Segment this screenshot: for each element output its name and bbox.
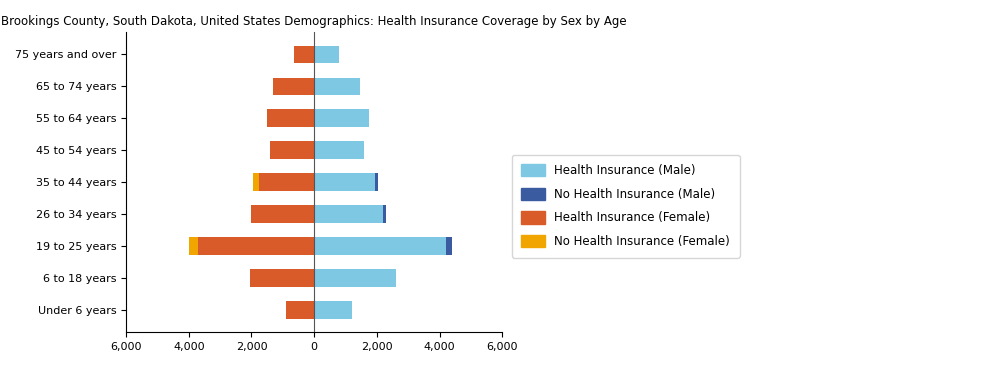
Bar xyxy=(286,301,314,319)
Bar xyxy=(259,173,314,191)
Bar xyxy=(267,109,314,127)
Bar xyxy=(250,269,314,287)
Bar xyxy=(251,205,314,223)
Bar xyxy=(383,205,386,223)
Bar xyxy=(314,109,369,127)
Bar xyxy=(253,173,259,191)
Bar xyxy=(314,173,375,191)
Title: Brookings County, South Dakota, United States Demographics: Health Insurance Cov: Brookings County, South Dakota, United S… xyxy=(1,15,627,28)
Bar xyxy=(446,237,452,255)
Bar xyxy=(314,141,364,159)
Bar xyxy=(274,77,314,95)
Bar xyxy=(314,205,383,223)
Bar xyxy=(294,46,314,63)
Bar xyxy=(314,301,352,319)
Bar xyxy=(198,237,314,255)
Bar xyxy=(375,173,378,191)
Bar xyxy=(270,141,314,159)
Bar xyxy=(314,237,446,255)
Bar xyxy=(314,269,396,287)
Bar xyxy=(189,237,198,255)
Bar xyxy=(314,46,339,63)
Legend: Health Insurance (Male), No Health Insurance (Male), Health Insurance (Female), : Health Insurance (Male), No Health Insur… xyxy=(512,155,740,258)
Bar xyxy=(314,77,360,95)
